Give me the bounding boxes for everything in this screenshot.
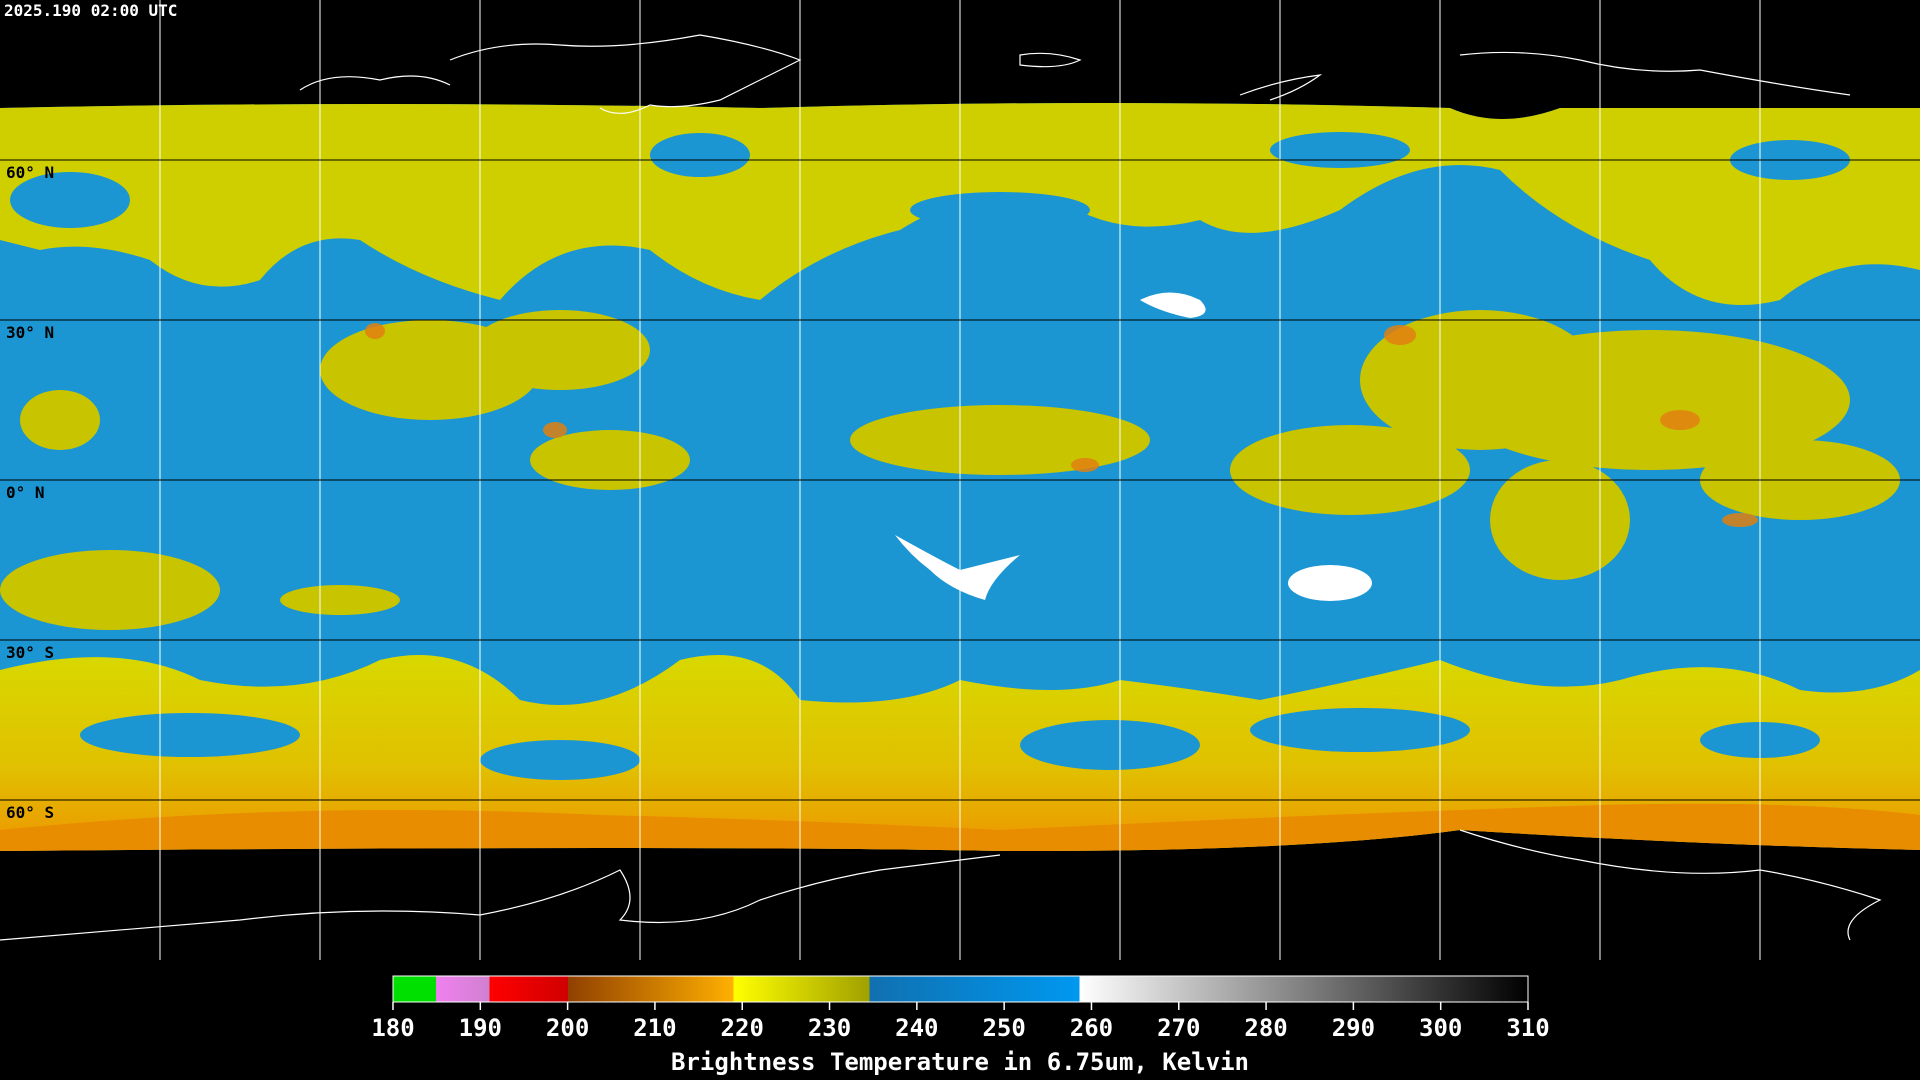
colorbar-tick-label: 250 <box>982 1014 1025 1042</box>
colorbar-tick-label: 210 <box>633 1014 676 1042</box>
colorbar-tick-label: 220 <box>721 1014 764 1042</box>
coastlines <box>0 34 1882 941</box>
colorbar-tick-label: 180 <box>371 1014 414 1042</box>
colorbar-tick-label: 270 <box>1157 1014 1200 1042</box>
colorbar-tick-label: 310 <box>1506 1014 1549 1042</box>
colorbar-tick-label: 190 <box>459 1014 502 1042</box>
latitude-label: 30° N <box>6 323 54 342</box>
colorbar-ticks: 180 190 200 210 220 230 240 250 260 270 280 290 300 3… <box>371 1002 1550 1042</box>
colorbar-tick-label: 260 <box>1070 1014 1113 1042</box>
latitude-labels: 60° N 30° N 0° N 30° S 60° S <box>6 163 54 822</box>
latitude-label: 0° N <box>6 483 45 502</box>
colorbar <box>392 975 1529 1003</box>
colorbar-tick-label: 230 <box>808 1014 851 1042</box>
graticule <box>0 0 1920 960</box>
latitude-label: 60° S <box>6 803 54 822</box>
colorbar-tick-label: 240 <box>895 1014 938 1042</box>
colorbar-tick-label: 290 <box>1332 1014 1375 1042</box>
colorbar-tick-label: 200 <box>546 1014 589 1042</box>
latitude-label: 60° N <box>6 163 54 182</box>
timestamp: 2025.190 02:00 UTC <box>4 1 177 20</box>
latitude-label: 30° S <box>6 643 54 662</box>
colorbar-title: Brightness Temperature in 6.75um, Kelvin <box>671 1048 1249 1076</box>
colorbar-tick-label: 300 <box>1419 1014 1462 1042</box>
colorbar-tick-label: 280 <box>1244 1014 1287 1042</box>
